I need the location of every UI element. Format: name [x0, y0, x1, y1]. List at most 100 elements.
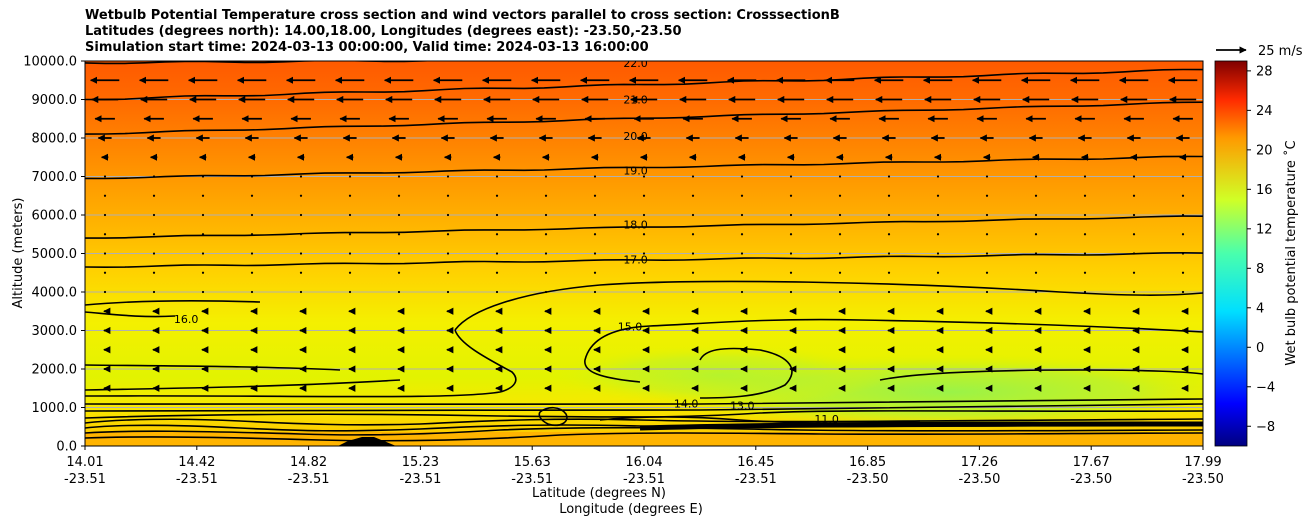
wind-vector [691, 213, 695, 217]
wind-vector [446, 175, 450, 178]
wind-vector [348, 194, 352, 197]
x-tick-label-lat: 17.26 [961, 455, 998, 470]
wind-vector [936, 252, 940, 255]
wind-vector [887, 194, 891, 197]
wind-vector [642, 290, 646, 294]
wind-vector [985, 175, 989, 178]
wind-vector [299, 233, 303, 236]
wind-vector [201, 252, 205, 255]
wind-vector [103, 252, 107, 255]
wind-vector [446, 233, 450, 236]
wind-vector [544, 194, 548, 197]
contour-line [85, 215, 1203, 239]
wind-vector [103, 290, 107, 294]
wind-vector [1034, 194, 1038, 197]
wind-vector [348, 175, 352, 178]
x-tick-label-lat: 16.04 [625, 455, 662, 470]
wind-vector [838, 271, 842, 274]
wind-vector [1181, 194, 1185, 197]
x-tick-label-lat: 16.85 [849, 455, 886, 470]
wind-vector [1132, 194, 1136, 197]
colorbar-tick-label: 4 [1256, 301, 1264, 316]
contour-label: 15.0 [618, 321, 643, 334]
wind-vector [936, 233, 940, 236]
x-axis-label-latitude: Latitude (degrees N) [532, 486, 666, 501]
x-tick-label-lon: -23.50 [958, 472, 1000, 487]
x-tick-label-lat: 15.23 [402, 455, 439, 470]
wind-vector [250, 175, 254, 178]
wind-vector [1083, 175, 1087, 178]
wind-vector [299, 175, 303, 178]
contour-label: 18.0 [623, 219, 648, 232]
wind-vector [936, 290, 940, 294]
contour-label: 17.0 [623, 253, 648, 266]
wind-vector [446, 213, 450, 217]
colorbar-scale [1214, 60, 1248, 447]
wind-vector [1181, 252, 1185, 255]
wind-vector [397, 252, 401, 255]
y-tick-label: 0.0 [56, 440, 77, 455]
wind-vector [201, 175, 205, 178]
wind-vector [1083, 233, 1087, 236]
y-tick-label: 4000.0 [32, 286, 78, 301]
wind-vector [887, 175, 891, 178]
wind-vector [691, 233, 695, 236]
wind-vector [936, 194, 940, 197]
wind-vector [740, 290, 744, 294]
contour-line [85, 61, 551, 65]
chart-title-line-2: Latitudes (degrees north): 14.00,18.00, … [85, 24, 682, 39]
wind-vector [152, 194, 156, 197]
x-tick-label-lon: -23.51 [735, 472, 777, 487]
wind-vector [593, 233, 597, 236]
wind-vector [201, 290, 205, 294]
wind-vector [348, 271, 352, 274]
wind-vector [250, 252, 254, 255]
x-tick-label-lon: -23.50 [1182, 472, 1224, 487]
wind-vector [1034, 213, 1038, 217]
x-tick-label-lon: -23.51 [623, 472, 665, 487]
wind-vector [495, 290, 499, 294]
y-axis-label: Altitude (meters) [11, 198, 26, 309]
contour-label: 13.0 [730, 400, 755, 413]
contour-line [85, 432, 1203, 442]
x-tick-label-lon: -23.50 [847, 472, 889, 487]
wind-vector [397, 271, 401, 274]
plot-area: 22.0 21.0 20.0 19.0 18.0 17.0 16.0 15.0 14.0 13.0… [85, 61, 1203, 446]
wind-vector [495, 252, 499, 255]
wind-vector [1132, 175, 1136, 178]
wind-vector [1083, 290, 1087, 294]
wind-vector [250, 233, 254, 236]
wind-vector [1083, 252, 1087, 255]
x-tick-label-lat: 16.45 [737, 455, 774, 470]
wind-vector [593, 213, 597, 217]
colorbar-tick-label: 0 [1256, 341, 1264, 356]
y-tick-label: 10000.0 [23, 55, 77, 70]
wind-vector [691, 271, 695, 274]
contour-label: 11.0 [814, 413, 839, 426]
wind-vector [789, 175, 793, 178]
wind-vector [544, 271, 548, 274]
wind-vector [495, 194, 499, 197]
contour-line [538, 406, 568, 427]
wind-vector [1034, 271, 1038, 274]
wind-vector [985, 271, 989, 274]
wind-vector [887, 252, 891, 255]
colorbar-tick-label: 16 [1256, 183, 1273, 198]
wind-vector [985, 290, 989, 294]
y-tick-label: 5000.0 [32, 247, 78, 262]
x-tick-label-lon: -23.51 [64, 472, 106, 487]
colorbar-tick-label: −4 [1256, 380, 1275, 395]
wind-vector [789, 233, 793, 236]
wind-vector [789, 271, 793, 274]
contour-line [85, 68, 1203, 101]
wind-vector [446, 290, 450, 294]
x-tick-label-lat: 17.67 [1073, 455, 1110, 470]
wind-vector [397, 233, 401, 236]
y-tick-label: 3000.0 [32, 324, 78, 339]
wind-vector [838, 213, 842, 217]
wind-vector [152, 213, 156, 217]
wind-vector [1181, 213, 1185, 217]
wind-vector [495, 271, 499, 274]
wind-vector [446, 194, 450, 197]
wind-vector [152, 252, 156, 255]
